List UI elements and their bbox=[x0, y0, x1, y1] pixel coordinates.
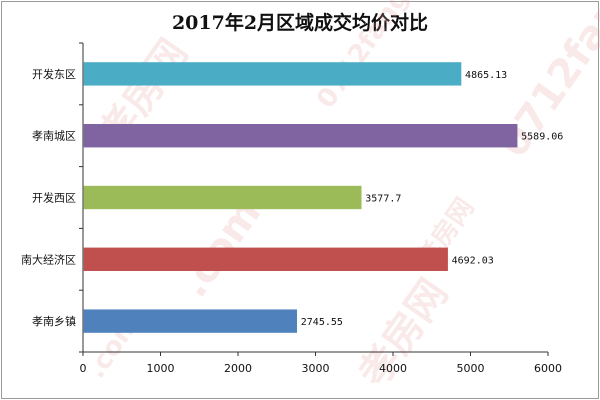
bar bbox=[83, 62, 462, 86]
x-tick-label: 4000 bbox=[379, 362, 407, 375]
x-tick-label: 6000 bbox=[534, 362, 562, 375]
value-label: 4692.03 bbox=[452, 255, 494, 266]
axes: 0 1000 2000 3000 4000 5000 6000 bbox=[79, 42, 562, 375]
value-label: 2745.55 bbox=[301, 317, 343, 328]
x-tick-label: 3000 bbox=[302, 362, 330, 375]
watermark-text: 0712fang bbox=[311, 0, 415, 114]
category-label: 南大经济区 bbox=[21, 252, 76, 266]
bar bbox=[83, 247, 448, 271]
x-tick-label: 0 bbox=[80, 362, 87, 375]
category-label: 孝南乡镇 bbox=[32, 314, 76, 328]
labels: 开发东区 4865.13 孝南城区 5589.06 开发西区 3577.7 南大经济区 469… bbox=[21, 67, 563, 328]
category-label: 开发西区 bbox=[32, 191, 76, 205]
bar bbox=[83, 124, 518, 148]
watermark-text: 孝房网 bbox=[351, 271, 458, 396]
value-label: 5589.06 bbox=[521, 132, 563, 143]
x-tick-label: 1000 bbox=[147, 362, 175, 375]
value-label: 3577.7 bbox=[365, 194, 401, 205]
x-tick-label: 5000 bbox=[457, 362, 485, 375]
bar bbox=[83, 185, 362, 210]
bar bbox=[83, 309, 298, 333]
value-label: 4865.13 bbox=[465, 70, 507, 81]
category-label: 开发东区 bbox=[32, 67, 76, 81]
category-label: 孝南城区 bbox=[32, 130, 76, 143]
bars bbox=[83, 62, 518, 333]
chart-title: 2017年2月区域成交均价对比 bbox=[171, 12, 429, 34]
x-tick-label: 2000 bbox=[224, 362, 252, 375]
